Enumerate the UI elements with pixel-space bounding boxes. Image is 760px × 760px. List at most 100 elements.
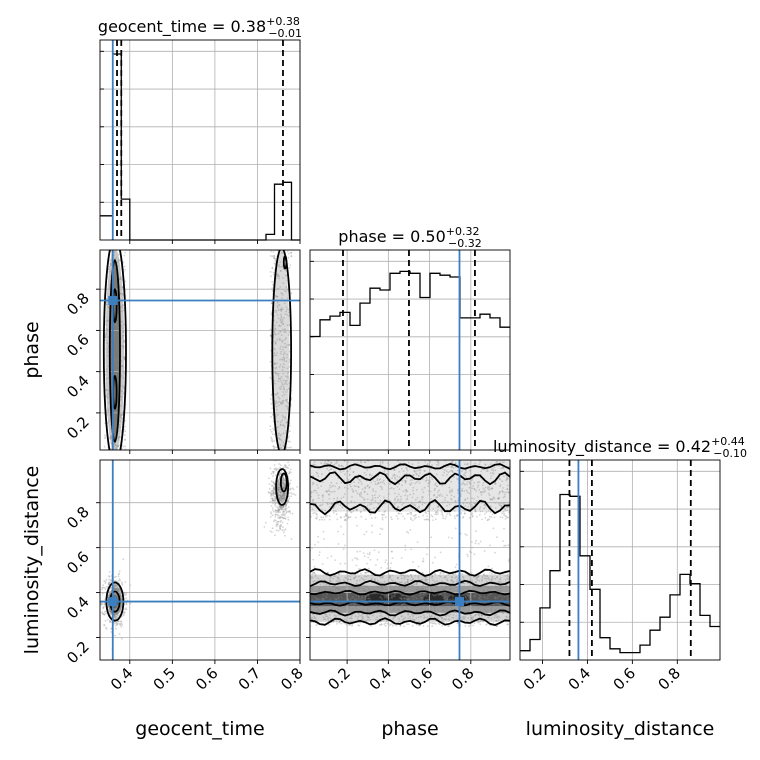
scatter-point: [315, 597, 318, 600]
scatter-point: [269, 492, 272, 495]
scatter-point: [465, 476, 468, 479]
scatter-point: [327, 619, 330, 622]
scatter-point: [107, 401, 110, 404]
scatter-point: [437, 602, 439, 604]
scatter-point: [415, 617, 418, 620]
scatter-point: [277, 494, 280, 497]
scatter-point: [397, 576, 399, 579]
scatter-point: [418, 624, 421, 627]
scatter-point: [482, 491, 485, 493]
scatter-point: [347, 516, 350, 518]
scatter-point: [328, 584, 331, 587]
scatter-point: [397, 493, 400, 496]
scatter-point: [277, 523, 279, 525]
scatter-point: [284, 380, 287, 382]
scatter-point: [275, 513, 277, 516]
scatter-point: [122, 345, 125, 348]
scatter-point: [276, 362, 278, 365]
scatter-point: [320, 516, 323, 519]
scatter-point: [411, 502, 413, 505]
scatter-point: [124, 608, 126, 611]
scatter-point: [463, 490, 466, 492]
scatter-point: [281, 382, 284, 384]
scatter-point: [361, 595, 364, 597]
scatter-point: [366, 504, 369, 507]
scatter-point: [415, 481, 418, 483]
scatter-point: [407, 575, 410, 578]
scatter-point: [359, 494, 361, 497]
scatter-point: [117, 253, 120, 256]
scatter-point: [482, 588, 485, 591]
scatter-point: [503, 493, 506, 496]
scatter-point: [279, 261, 282, 263]
scatter-point: [338, 587, 340, 590]
scatter-point: [401, 479, 404, 482]
scatter-point: [272, 490, 275, 492]
scatter-point: [102, 584, 105, 587]
scatter-point: [312, 587, 314, 590]
scatter-point: [333, 585, 335, 588]
scatter-point: [125, 592, 128, 595]
scatter-point: [499, 577, 502, 580]
scatter-point: [412, 474, 415, 476]
scatter-point: [347, 575, 349, 577]
scatter-point: [289, 264, 292, 266]
scatter-point: [274, 474, 277, 477]
scatter-point: [318, 551, 321, 553]
scatter-point: [477, 613, 480, 615]
scatter-point: [400, 581, 402, 584]
scatter-point: [411, 576, 413, 578]
scatter-point: [426, 553, 428, 556]
scatter-point: [401, 603, 403, 606]
scatter-point: [117, 614, 119, 617]
scatter-point: [282, 481, 284, 483]
scatter-point: [319, 609, 322, 612]
scatter-point: [367, 597, 369, 600]
scatter-point: [432, 579, 435, 582]
scatter-point: [288, 366, 291, 368]
scatter-point: [430, 614, 433, 617]
scatter-point: [116, 614, 118, 616]
scatter-point: [437, 506, 440, 508]
scatter-point: [277, 432, 280, 435]
scatter-point: [286, 389, 289, 392]
scatter-point: [349, 468, 352, 471]
scatter-point: [491, 498, 494, 501]
scatter-point: [121, 623, 124, 626]
scatter-point: [274, 509, 277, 512]
scatter-point: [105, 303, 108, 306]
scatter-point: [434, 572, 436, 575]
scatter-point: [360, 572, 362, 575]
scatter-point: [271, 281, 273, 283]
scatter-point: [121, 310, 123, 313]
scatter-point: [118, 611, 121, 614]
scatter-point: [484, 490, 487, 493]
scatter-point: [104, 580, 107, 583]
scatter-point: [277, 303, 280, 306]
scatter-point: [277, 520, 280, 523]
scatter-point: [106, 328, 108, 331]
scatter-point: [286, 408, 289, 410]
scatter-point: [275, 295, 278, 298]
scatter-point: [400, 594, 403, 597]
scatter-point: [114, 585, 117, 587]
scatter-point: [476, 621, 479, 624]
scatter-point: [445, 618, 448, 621]
scatter-point: [500, 504, 503, 507]
scatter-point: [381, 587, 383, 589]
scatter-point: [464, 498, 467, 501]
scatter-point: [377, 475, 380, 477]
scatter-point: [421, 496, 423, 498]
scatter-point: [103, 613, 106, 616]
scatter-point: [451, 616, 453, 619]
scatter-point: [280, 309, 282, 311]
scatter-point: [456, 579, 459, 581]
scatter-point: [363, 575, 366, 577]
scatter-point: [105, 578, 108, 581]
scatter-point: [430, 498, 432, 500]
scatter-point: [278, 487, 280, 490]
scatter-point: [279, 434, 282, 437]
scatter-point: [478, 621, 480, 624]
scatter-point: [484, 463, 486, 466]
scatter-point: [506, 577, 509, 580]
